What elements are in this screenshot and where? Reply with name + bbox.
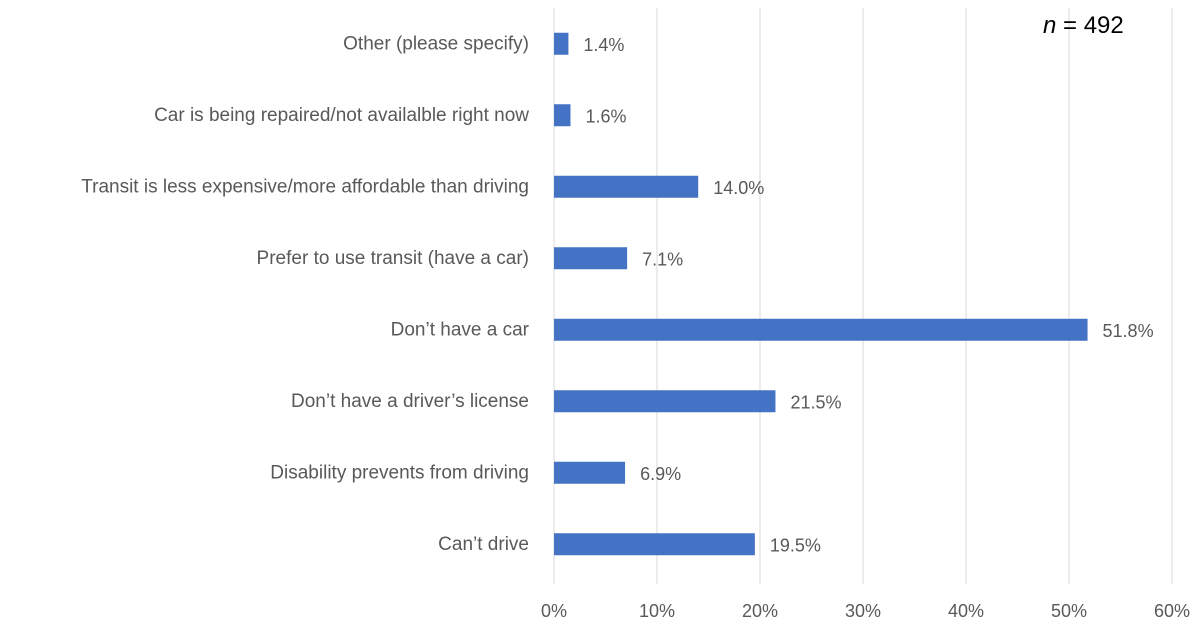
data-label-1: 1.6% [585, 106, 626, 126]
x-axis-tick-labels: 0% 10% 20% 30% 40% 50% 60% [541, 601, 1190, 621]
category-label-0: Other (please specify) [343, 33, 529, 54]
bar-7 [554, 533, 755, 556]
x-tick-label-4: 40% [948, 601, 984, 621]
category-label-3: Prefer to use transit (have a car) [257, 248, 529, 269]
x-tick-label-2: 20% [742, 601, 778, 621]
category-label-2: Transit is less expensive/more affordabl… [81, 176, 529, 197]
category-label-4: Don’t have a car [391, 319, 530, 340]
category-label-7: Can’t drive [438, 534, 529, 555]
x-tick-label-0: 0% [541, 601, 567, 621]
category-label-5: Don’t have a driver’s license [291, 391, 529, 412]
bar-0 [554, 32, 569, 55]
gridlines [553, 8, 1173, 584]
sample-size-value: = 492 [1056, 12, 1124, 39]
bars [554, 32, 1088, 556]
data-label-5: 21.5% [790, 392, 841, 412]
bar-1 [554, 104, 571, 127]
data-label-7: 19.5% [770, 535, 821, 555]
data-label-4: 51.8% [1103, 321, 1154, 341]
data-label-0: 1.4% [583, 35, 624, 55]
x-tick-label-5: 50% [1051, 601, 1087, 621]
category-label-6: Disability prevents from driving [270, 462, 529, 483]
data-label-3: 7.1% [642, 249, 683, 269]
x-tick-label-6: 60% [1154, 601, 1190, 621]
bar-4 [554, 318, 1088, 341]
bar-6 [554, 461, 626, 484]
category-label-1: Car is being repaired/not availalble rig… [154, 105, 529, 126]
sample-size-symbol: n [1043, 12, 1057, 39]
category-labels: Other (please specify) Car is being repai… [81, 33, 529, 555]
data-labels: 1.4% 1.6% 14.0% 7.1% 51.8% 21.5% 6.9% 19.5% [583, 35, 1153, 556]
bar-3 [554, 247, 628, 270]
x-tick-label-1: 10% [639, 601, 675, 621]
bar-5 [554, 390, 776, 413]
data-label-2: 14.0% [713, 178, 764, 198]
bar-2 [554, 175, 699, 198]
x-tick-label-3: 30% [845, 601, 881, 621]
data-label-6: 6.9% [640, 464, 681, 484]
sample-size-annotation: n = 492 [1043, 12, 1124, 40]
